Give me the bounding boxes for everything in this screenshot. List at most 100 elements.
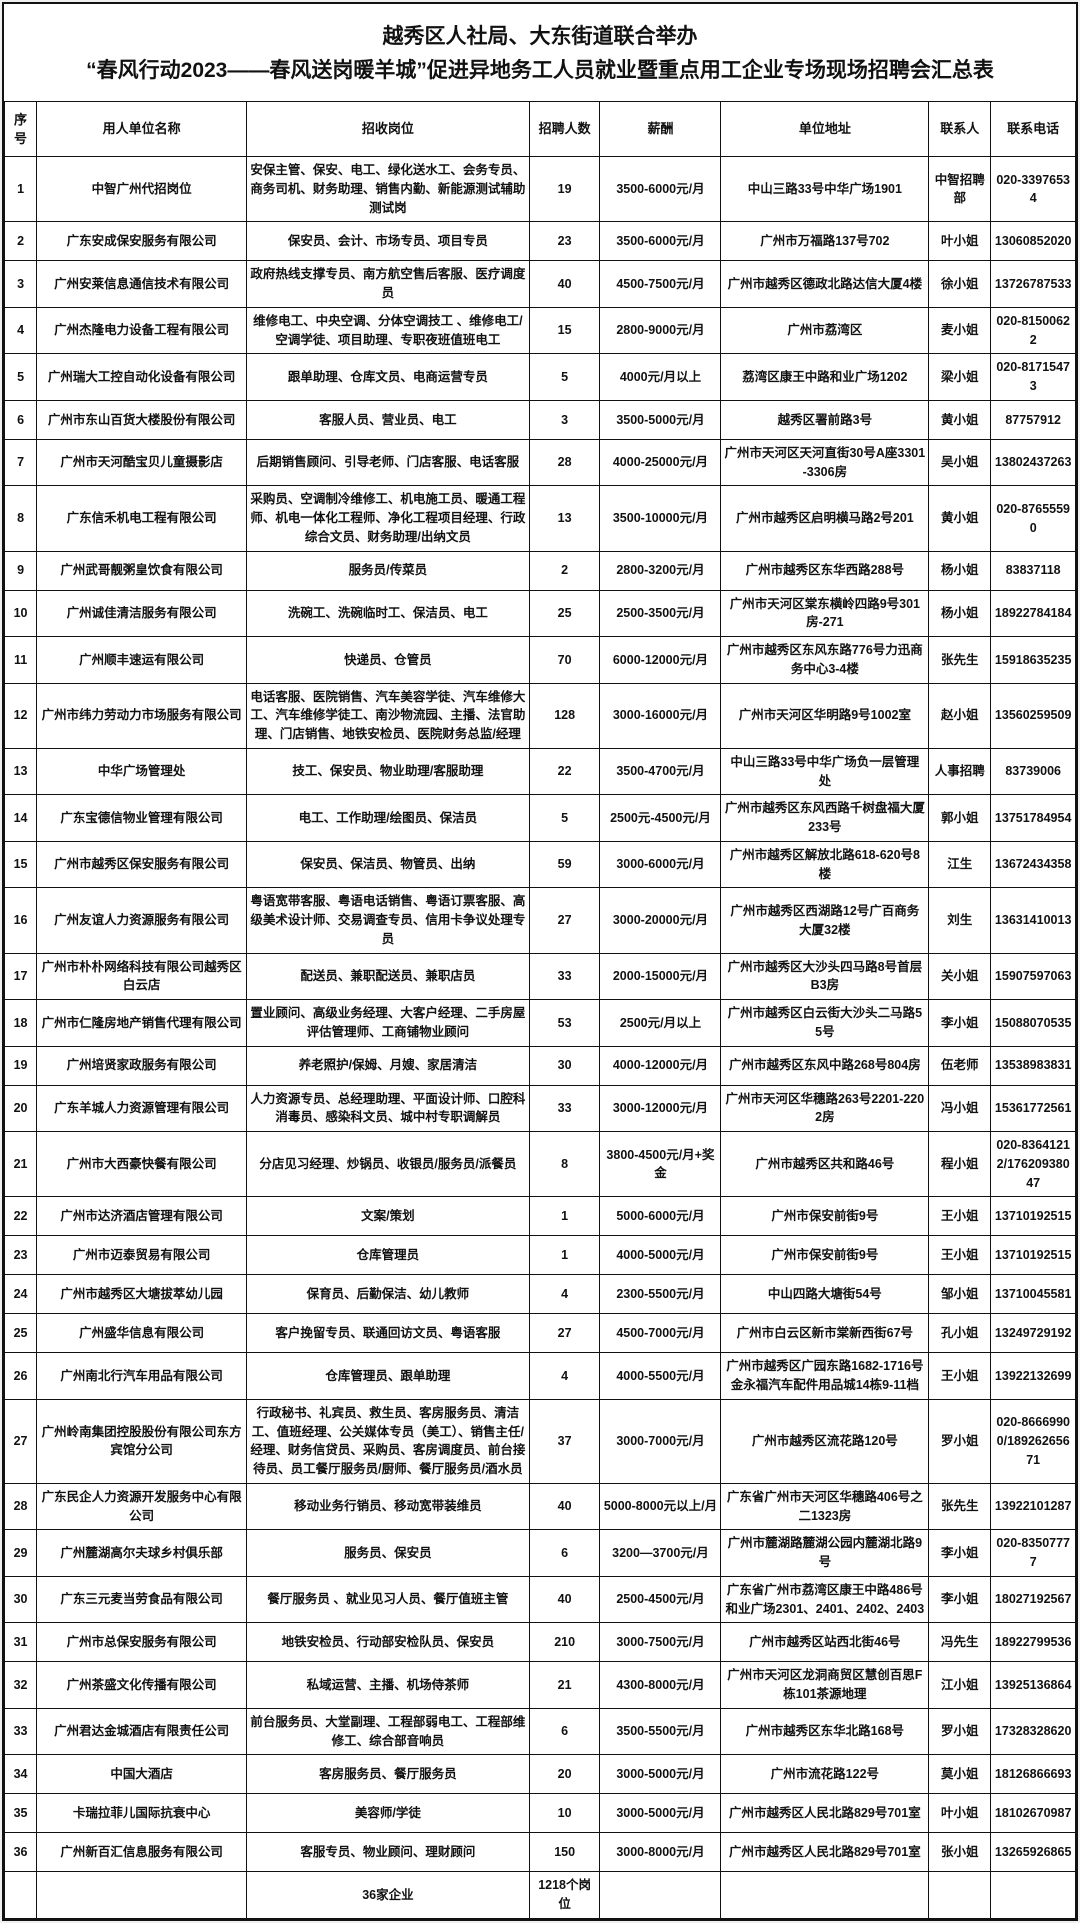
cell-phone: 83837118 [990, 550, 1076, 591]
cell-phone: 18027192567 [990, 1575, 1076, 1624]
cell-count: 5 [528, 794, 601, 842]
cell-contact: 张先生 [928, 636, 992, 684]
cell-address: 越秀区署前路3号 [720, 399, 930, 440]
cell-count: 21 [528, 1661, 601, 1709]
cell-no: 3 [3, 260, 38, 308]
cell-positions: 粤语宽带客服、粤语电话销售、粤语订票客服、高级美术设计师、交易调查专员、信用卡争… [246, 887, 530, 954]
cell-count: 40 [528, 1575, 601, 1624]
cell-phone: 13538983831 [990, 1045, 1076, 1086]
cell-contact: 黄小姐 [928, 485, 992, 552]
cell-contact: 冯先生 [928, 1622, 992, 1663]
cell-contact: 孔小姐 [928, 1313, 992, 1354]
cell-count: 1 [528, 1235, 601, 1276]
cell-contact: 江生 [928, 840, 992, 889]
cell-company: 中智广州代招岗位 [36, 156, 248, 223]
cell-count: 25 [528, 589, 601, 638]
cell-salary: 3000-5000元/月 [599, 1793, 722, 1834]
table-row: 8 广东信禾机电工程有限公司 采购员、空调制冷维修工、机电施工员、暖通工程师、机… [3, 485, 1076, 552]
cell-positions: 保育员、后勤保洁、幼儿教师 [246, 1274, 530, 1315]
cell-no: 5 [3, 353, 38, 401]
cell-address: 荔湾区康王中路和业广场1202 [720, 353, 930, 401]
cell-company: 卡瑞拉菲儿国际抗衰中心 [36, 1793, 248, 1834]
cell-count: 3 [528, 399, 601, 440]
cell-contact: 黄小姐 [928, 399, 992, 440]
cell-salary: 3200—3700元/月 [599, 1529, 722, 1577]
cell-positions: 维修电工、中央空调、分体空调技工 、维修电工/空调学徒、项目助理、专职夜班值班电… [246, 306, 530, 355]
cell-count: 33 [528, 1084, 601, 1133]
cell-no: 25 [3, 1313, 38, 1354]
cell-no: 22 [3, 1196, 38, 1237]
page-title: 越秀区人社局、大东街道联合举办 [382, 25, 698, 48]
title-block: 越秀区人社局、大东街道联合举办 “春风行动2023——春风送岗暖羊城”促进异地务… [4, 4, 1076, 101]
cell-no: 6 [3, 399, 38, 440]
recruitment-table: 序号 用人单位名称 招收岗位 招聘人数 薪酬 单位地址 联系人 联系电话 1 中… [3, 101, 1076, 1919]
cell-positions: 客房服务员、餐厅服务员 [246, 1754, 530, 1795]
cell-company: 广州盛华信息有限公司 [36, 1313, 248, 1354]
cell-contact: 邹小姐 [928, 1274, 992, 1315]
cell-no: 12 [3, 682, 38, 749]
cell-no: 27 [3, 1398, 38, 1484]
cell-no: 35 [3, 1793, 38, 1834]
cell-company: 广州市纬力劳动力市场服务有限公司 [36, 682, 248, 749]
cell-company: 广东民企人力资源开发服务中心有限公司 [36, 1482, 248, 1531]
cell-phone: 18922799536 [990, 1622, 1076, 1663]
cell-salary: 3000-7000元/月 [599, 1398, 722, 1484]
cell-phone: 15088070535 [990, 999, 1076, 1047]
cell-company: 广州新百汇信息服务有限公司 [36, 1832, 248, 1873]
cell-company: 广州市越秀区保安服务有限公司 [36, 840, 248, 889]
cell-contact: 冯小姐 [928, 1084, 992, 1133]
cell-contact: 麦小姐 [928, 306, 992, 355]
cell-count: 19 [528, 156, 601, 223]
cell-no: 30 [3, 1575, 38, 1624]
cell-salary: 4500-7500元/月 [599, 260, 722, 308]
cell-phone: 13925136864 [990, 1661, 1076, 1709]
cell-company: 广州顺丰速运有限公司 [36, 636, 248, 684]
cell-salary: 5000-6000元/月 [599, 1196, 722, 1237]
table-row: 26 广州南北行汽车用品有限公司 仓库管理员、跟单助理 4 4000-5500元… [3, 1352, 1076, 1400]
cell-no: 15 [3, 840, 38, 889]
cell-no: 13 [3, 747, 38, 796]
cell-count: 6 [528, 1529, 601, 1577]
cell-salary: 4300-8000元/月 [599, 1661, 722, 1709]
cell-phone: 13060852020 [990, 221, 1076, 262]
cell-phone: 13922101287 [990, 1482, 1076, 1531]
cell-count: 40 [528, 1482, 601, 1531]
cell-address: 广州市越秀区人民北路829号701室 [720, 1793, 930, 1834]
cell-empty [36, 1871, 248, 1919]
cell-contact: 程小姐 [928, 1131, 992, 1198]
cell-address: 广州市白云区新市棠新西街67号 [720, 1313, 930, 1354]
cell-no: 16 [3, 887, 38, 954]
table-row: 3 广州安莱信息通信技术有限公司 政府热线支撑专员、南方航空售后客服、医疗调度员… [3, 260, 1076, 308]
cell-salary: 2000-15000元/月 [599, 952, 722, 1001]
cell-no: 14 [3, 794, 38, 842]
cell-address: 广州市越秀区白云街大沙头二马路55号 [720, 999, 930, 1047]
table-row: 10 广州诚佳清洁服务有限公司 洗碗工、洗碗临时工、保洁员、电工 25 2500… [3, 589, 1076, 638]
cell-contact: 杨小姐 [928, 589, 992, 638]
table-row: 5 广州瑞大工控自动化设备有限公司 跟单助理、仓库文员、电商运营专员 5 400… [3, 353, 1076, 401]
cell-count: 210 [528, 1622, 601, 1663]
cell-no: 23 [3, 1235, 38, 1276]
cell-address: 广州市越秀区人民北路829号701室 [720, 1832, 930, 1873]
cell-contact: 吴小姐 [928, 438, 992, 487]
cell-count: 4 [528, 1352, 601, 1400]
cell-empty [720, 1871, 930, 1919]
cell-positions: 客服人员、营业员、电工 [246, 399, 530, 440]
cell-phone: 13560259509 [990, 682, 1076, 749]
cell-company: 广州市达济酒店管理有限公司 [36, 1196, 248, 1237]
cell-positions: 技工、保安员、物业助理/客服助理 [246, 747, 530, 796]
cell-contact: 张小姐 [928, 1832, 992, 1873]
cell-positions: 地铁安检员、行动部安检队员、保安员 [246, 1622, 530, 1663]
cell-address: 广州市越秀区东风东路776号力迅商务中心3-4楼 [720, 636, 930, 684]
table-row: 24 广州市越秀区大塘拔萃幼儿园 保育员、后勤保洁、幼儿教师 4 2300-55… [3, 1274, 1076, 1315]
table-row: 4 广州杰隆电力设备工程有限公司 维修电工、中央空调、分体空调技工 、维修电工/… [3, 306, 1076, 355]
cell-phone: 020-87655590 [990, 485, 1076, 552]
cell-salary: 2800-9000元/月 [599, 306, 722, 355]
cell-positions: 服务员、保安员 [246, 1529, 530, 1577]
table-row: 13 中华广场管理处 技工、保安员、物业助理/客服助理 22 3500-4700… [3, 747, 1076, 796]
cell-company: 广州安莱信息通信技术有限公司 [36, 260, 248, 308]
cell-positions: 前台服务员、大堂副理、工程部弱电工、工程部维修工、综合部音响员 [246, 1707, 530, 1756]
cell-address: 广州市越秀区共和路46号 [720, 1131, 930, 1198]
col-header-no: 序号 [3, 101, 38, 158]
cell-contact: 关小姐 [928, 952, 992, 1001]
